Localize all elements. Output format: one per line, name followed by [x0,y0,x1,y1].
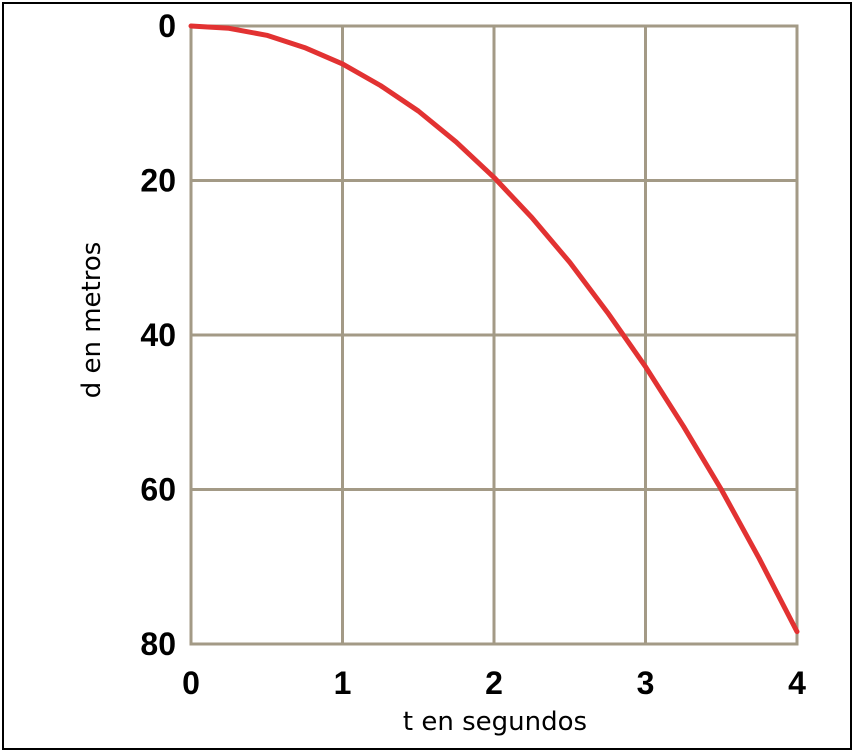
series-line [188,23,800,635]
x-tick-label: 3 [637,665,655,701]
x-tick-label: 0 [182,665,200,701]
y-tick-label: 80 [140,626,176,662]
y-tick-label: 20 [140,163,176,199]
curve-layer [188,23,800,635]
x-tick-label: 4 [788,665,806,701]
grid [189,24,799,646]
x-tick-label: 1 [334,665,352,701]
y-axis-label: d en metros [77,242,107,399]
y-tick-label: 40 [140,317,176,353]
y-tick-label: 0 [158,8,176,44]
x-axis-label: t en segundos [403,707,587,737]
y-tick-label: 60 [140,472,176,508]
x-tick-label: 2 [485,665,503,701]
